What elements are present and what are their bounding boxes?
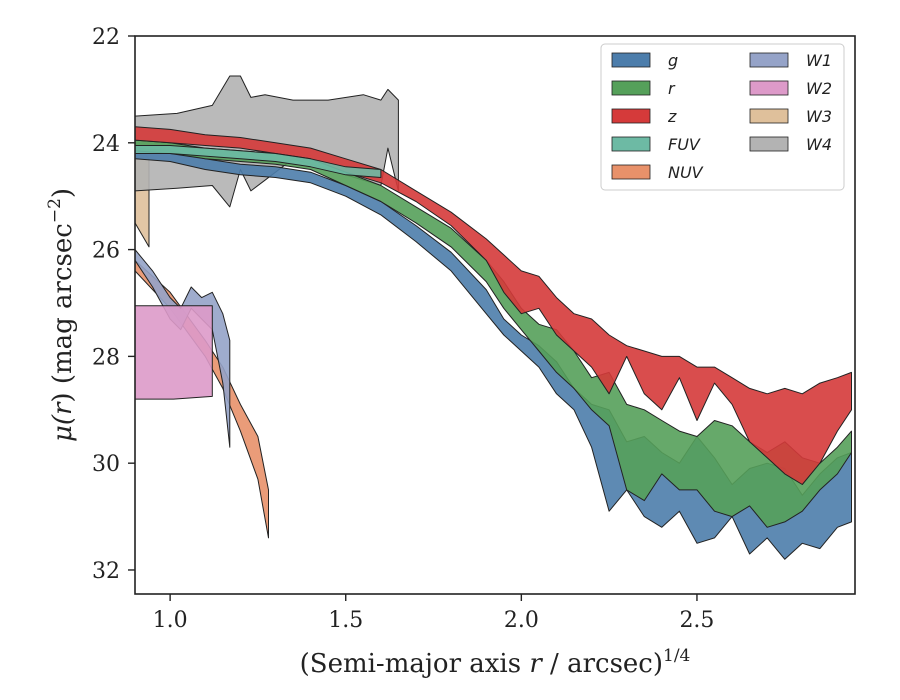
legend-label-nuv: NUV: [668, 163, 704, 182]
legend-label-w4: W4: [806, 135, 832, 154]
band-z: [135, 126, 852, 485]
legend-swatch-w3: [749, 108, 789, 124]
x-axis-label: (Semi-major axis r / arcsec)1/4: [300, 646, 691, 679]
y-tick-label: 32: [92, 559, 120, 584]
legend-swatch-w2: [749, 80, 789, 96]
x-tick-label: 1.5: [328, 608, 363, 633]
x-tick-label: 1.0: [153, 608, 188, 633]
legend-swatch-w1: [749, 52, 789, 68]
legend-box: [600, 43, 845, 191]
legend-label-w3: W3: [806, 107, 832, 126]
legend-swatch-fuv: [611, 136, 651, 152]
x-tick-label: 2.5: [679, 608, 714, 633]
legend-label-w1: W1: [806, 51, 832, 70]
legend-label-g: g: [668, 51, 678, 70]
band-fuv: [135, 145, 382, 178]
y-tick-label: 28: [92, 345, 120, 370]
y-tick-label: 22: [92, 25, 120, 50]
legend-label-w2: W2: [806, 79, 832, 98]
y-tick-label: 30: [92, 452, 120, 477]
y-tick-label: 24: [92, 132, 120, 157]
legend-swatch-r: [611, 80, 651, 96]
y-tick-label: 26: [92, 239, 120, 264]
band-w2: [135, 305, 213, 400]
band-r: [135, 139, 852, 528]
legend-label-fuv: FUV: [668, 135, 701, 154]
tick-layer: 1.0 1.5 2.0 2.5 22 24 26 28 30 32: [92, 25, 714, 633]
legend-swatch-nuv: [611, 164, 651, 180]
legend-label-r: r: [668, 79, 676, 98]
legend-swatch-g: [611, 52, 651, 68]
legend-swatch-w4: [749, 136, 789, 152]
legend: grz FUV NUV W1 W2 W3 W4: [600, 43, 845, 191]
y-axis-label: μ(r) (mag arcsec−2): [45, 188, 78, 442]
x-tick-label: 2.0: [504, 608, 539, 633]
bands-layer: [135, 75, 852, 560]
plot-frame: [134, 35, 856, 595]
legend-swatch-z: [611, 108, 651, 124]
legend-label-z: z: [667, 107, 677, 126]
